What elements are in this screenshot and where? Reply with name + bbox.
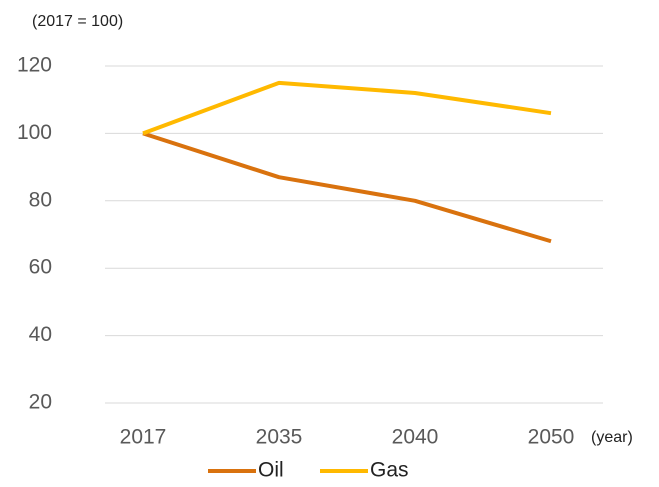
x-tick-label: 2035	[256, 426, 303, 449]
legend-label: Gas	[370, 459, 409, 482]
y-tick-label: 80	[29, 188, 52, 211]
y-tick-label: 100	[17, 121, 52, 144]
x-tick-label: 2050	[528, 426, 575, 449]
y-tick-label: 60	[29, 256, 52, 279]
y-tick-label: 40	[29, 323, 52, 346]
annotation: (2017 = 100)	[32, 13, 123, 30]
line-series	[142, 131, 552, 244]
line-series	[142, 80, 552, 136]
x-axis-label: (year)	[591, 429, 633, 446]
legend-label: Oil	[258, 459, 284, 482]
y-tick-label: 120	[17, 54, 52, 77]
x-tick-label: 2017	[120, 426, 167, 449]
y-tick-label: 20	[29, 391, 52, 414]
x-tick-label: 2040	[392, 426, 439, 449]
